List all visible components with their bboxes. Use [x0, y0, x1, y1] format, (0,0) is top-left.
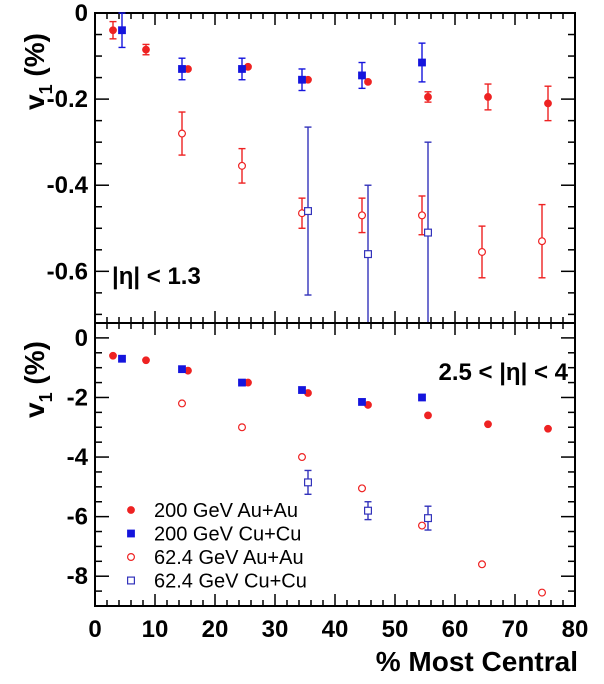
data-point: [424, 228, 433, 237]
data-point: [118, 26, 126, 35]
legend-entry: 62.4 GeV Au+Au: [126, 547, 304, 569]
x-tick-label: 80: [562, 616, 589, 643]
data-point: [418, 58, 426, 67]
top-data-points: [109, 12, 552, 324]
x-tick-label: 0: [88, 616, 101, 643]
data-point: [364, 506, 373, 515]
data-point: [424, 514, 433, 523]
y-tick-label: 0: [75, 0, 88, 27]
top-y-axis-title: v1 (%): [19, 33, 56, 110]
data-point: [424, 93, 432, 101]
data-point: [484, 93, 492, 101]
data-point: [238, 65, 246, 73]
legend-marker: [126, 576, 135, 585]
data-point: [238, 378, 246, 387]
data-point: [418, 211, 427, 220]
data-point: [358, 211, 367, 220]
x-tick-label: 60: [442, 616, 469, 643]
legend-marker: [127, 506, 135, 514]
x-tick-label: 70: [502, 616, 529, 643]
top-panel: 0 -0.2 -0.4 -0.6 v1 (%) |η| < 1.3: [19, 0, 576, 324]
bottom-panel: 0 -2 -4 -6 -8 0 10 20 30 40 50 60 70 80 v1 (%) 2.5 <…: [19, 322, 588, 677]
legend-entry: 62.4 GeV Cu+Cu: [126, 571, 307, 593]
data-point: [178, 399, 187, 408]
data-point: [544, 99, 552, 108]
legend-label: 62.4 GeV Cu+Cu: [154, 571, 307, 593]
bottom-y-axis-ticks: 0 -2 -4 -6 -8: [67, 322, 575, 607]
data-point: [364, 77, 372, 86]
y-tick-label: -8: [67, 563, 88, 590]
legend-marker: [126, 552, 135, 561]
data-point: [304, 207, 313, 216]
data-point: [358, 484, 367, 493]
data-point: [478, 247, 487, 256]
y-tick-label: -2: [67, 384, 88, 411]
bottom-x-axis-ticks: 0 10 20 30 40 50 60 70 80: [88, 323, 588, 643]
y-tick-label: -0.2: [47, 86, 88, 113]
bottom-eta-annotation: 2.5 < |η| < 4: [438, 359, 568, 386]
data-point: [537, 588, 546, 597]
data-point: [238, 161, 247, 170]
series-62-4-gev-au-au: [178, 399, 546, 597]
y-tick-label: 0: [75, 325, 88, 352]
data-point: [298, 453, 307, 462]
x-axis-title: % Most Central: [376, 646, 578, 677]
series-62-4-gev-cu-cu: [304, 126, 433, 324]
top-eta-annotation: |η| < 1.3: [112, 263, 201, 290]
data-point: [537, 237, 546, 246]
data-point: [484, 420, 492, 429]
series-200-gev-cu-cu: [118, 12, 426, 92]
data-point: [109, 26, 117, 35]
data-point: [358, 71, 366, 80]
data-point: [298, 386, 306, 394]
data-point: [238, 423, 247, 432]
series-62-4-gev-au-au: [178, 111, 546, 279]
data-point: [298, 75, 306, 84]
bottom-y-axis-title: v1 (%): [19, 341, 56, 418]
data-point: [178, 365, 186, 374]
data-point: [418, 393, 426, 402]
x-tick-label: 30: [262, 616, 289, 643]
series-200-gev-au-au: [109, 20, 552, 122]
y-tick-label: -4: [67, 444, 89, 471]
data-point: [142, 45, 150, 54]
legend-entry: 200 GeV Cu+Cu: [127, 524, 301, 546]
legend-label: 62.4 GeV Au+Au: [154, 547, 304, 569]
series-200-gev-cu-cu: [118, 354, 426, 406]
data-point: [418, 521, 427, 530]
data-point: [109, 351, 117, 360]
data-point: [118, 354, 126, 363]
x-tick-label: 40: [322, 616, 349, 643]
data-point: [478, 560, 487, 569]
legend-marker: [127, 529, 135, 538]
series-62-4-gev-cu-cu: [304, 469, 433, 531]
data-point: [364, 250, 373, 259]
y-tick-label: -6: [67, 504, 88, 531]
series-200-gev-au-au: [109, 351, 552, 433]
y-tick-label: -0.6: [47, 258, 88, 285]
data-point: [178, 65, 186, 73]
data-point: [304, 478, 313, 487]
data-point: [544, 424, 552, 433]
x-tick-label: 10: [142, 616, 169, 643]
x-tick-label: 50: [382, 616, 409, 643]
x-tick-label: 20: [202, 616, 229, 643]
data-point: [178, 129, 187, 138]
legend-label: 200 GeV Au+Au: [154, 500, 298, 522]
y-tick-label: -0.4: [47, 172, 89, 199]
data-point: [142, 356, 150, 365]
legend-label: 200 GeV Cu+Cu: [154, 524, 301, 546]
data-point: [424, 411, 432, 420]
legend-entry: 200 GeV Au+Au: [127, 500, 298, 522]
bottom-data-points: [109, 351, 552, 597]
top-y-axis-ticks: 0 -0.2 -0.4 -0.6: [47, 0, 575, 316]
data-point: [358, 398, 366, 406]
